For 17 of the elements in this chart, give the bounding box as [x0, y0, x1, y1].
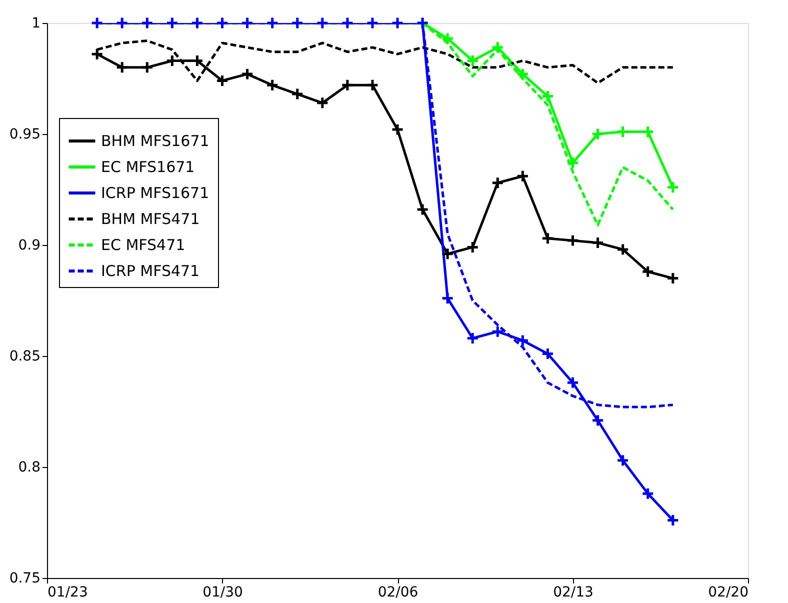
x-tick-label: 02/06 [378, 584, 418, 600]
x-tick-label: 02/13 [553, 584, 594, 600]
y-tick-label: 0.85 [9, 348, 40, 364]
y-tick-label: 1 [32, 16, 40, 32]
y-tick-label: 0.9 [18, 238, 40, 254]
legend-label: ICRP MFS471 [101, 262, 200, 280]
x-tick-label: 01/23 [48, 584, 88, 600]
y-tick-label: 0.8 [18, 460, 40, 476]
x-tick-label: 01/30 [202, 584, 243, 600]
y-tick-label: 0.75 [9, 570, 40, 586]
legend-label: BHM MFS471 [101, 210, 200, 228]
x-tick-label: 02/20 [708, 584, 748, 600]
legend-label: BHM MFS1671 [101, 132, 210, 150]
legend-label: ICRP MFS1671 [101, 184, 210, 202]
legend-label: EC MFS1671 [101, 158, 195, 176]
y-tick-label: 0.95 [9, 126, 40, 142]
legend-label: EC MFS471 [101, 236, 186, 254]
